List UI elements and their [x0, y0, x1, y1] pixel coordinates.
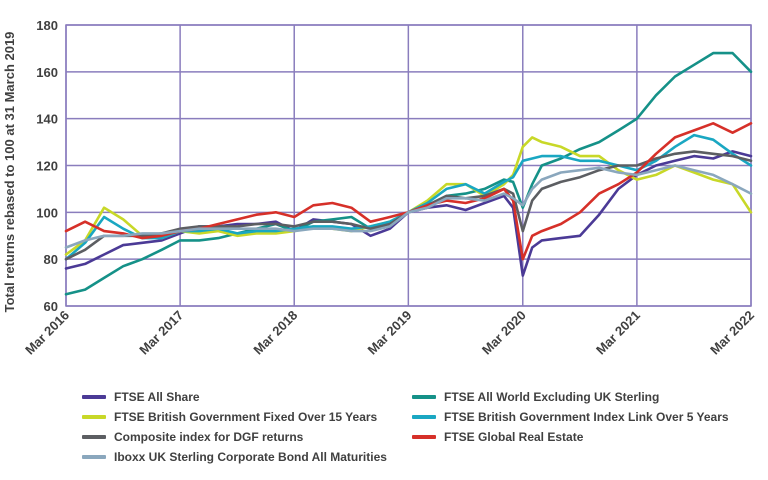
legend-label: FTSE All Share — [114, 390, 200, 404]
legend-label: FTSE All World Excluding UK Sterling — [444, 390, 660, 404]
y-tick-label: 180 — [36, 18, 58, 33]
legend-item-ftse-all-world-ex-uk: FTSE All World Excluding UK Sterling — [412, 388, 659, 406]
series-line-iboxx-uk-sterling-corporate-bond-all-maturities — [64, 164, 753, 249]
x-tick-label: Mar 2022 — [707, 308, 757, 358]
legend-item-index-linked-over-5: FTSE British Government Index Link Over … — [412, 408, 729, 426]
legend-swatch — [412, 435, 436, 439]
legend-label: FTSE British Government Fixed Over 15 Ye… — [114, 410, 378, 424]
chart-legend: FTSE All Share FTSE All World Excluding … — [0, 388, 768, 480]
x-tick-label: Mar 2020 — [479, 308, 529, 358]
x-tick-label: Mar 2021 — [593, 308, 643, 358]
x-tick-label: Mar 2016 — [22, 308, 72, 358]
legend-swatch — [82, 415, 106, 419]
legend-item-global-real-estate: FTSE Global Real Estate — [412, 428, 583, 446]
legend-label: Composite index for DGF returns — [114, 430, 304, 444]
y-tick-label: 60 — [44, 299, 58, 314]
x-tick-label: Mar 2019 — [365, 308, 415, 358]
legend-item-gilts-fixed-over-15: FTSE British Government Fixed Over 15 Ye… — [82, 408, 377, 426]
legend-item-dgf-composite: Composite index for DGF returns — [82, 428, 303, 446]
legend-swatch — [82, 455, 106, 459]
y-tick-label: 120 — [36, 159, 58, 174]
y-tick-label: 100 — [36, 205, 58, 220]
legend-swatch — [412, 415, 436, 419]
legend-label: FTSE Global Real Estate — [444, 430, 584, 444]
legend-swatch — [82, 395, 106, 399]
legend-swatch — [82, 435, 106, 439]
legend-item-ftse-all-share: FTSE All Share — [82, 388, 200, 406]
x-tick-label: Mar 2018 — [250, 308, 300, 358]
y-tick-label: 80 — [44, 252, 58, 267]
x-axis-ticks: Mar 2016 Mar 2017 Mar 2018 Mar 2019 Mar 2020… — [22, 308, 757, 358]
legend-swatch — [412, 395, 436, 399]
legend-item-iboxx-corporate-bond: Iboxx UK Sterling Corporate Bond All Mat… — [82, 448, 387, 466]
legend-label: FTSE British Government Index Link Over … — [444, 410, 729, 424]
legend-label: Iboxx UK Sterling Corporate Bond All Mat… — [114, 450, 387, 464]
y-tick-label: 140 — [36, 112, 58, 127]
y-axis-ticks: 60 80 100 120 140 160 180 — [36, 18, 58, 314]
chart-series — [64, 51, 753, 296]
x-tick-label: Mar 2017 — [136, 308, 186, 358]
y-tick-label: 160 — [36, 65, 58, 80]
y-axis-label: Total returns rebased to 100 at 31 March… — [2, 32, 17, 313]
